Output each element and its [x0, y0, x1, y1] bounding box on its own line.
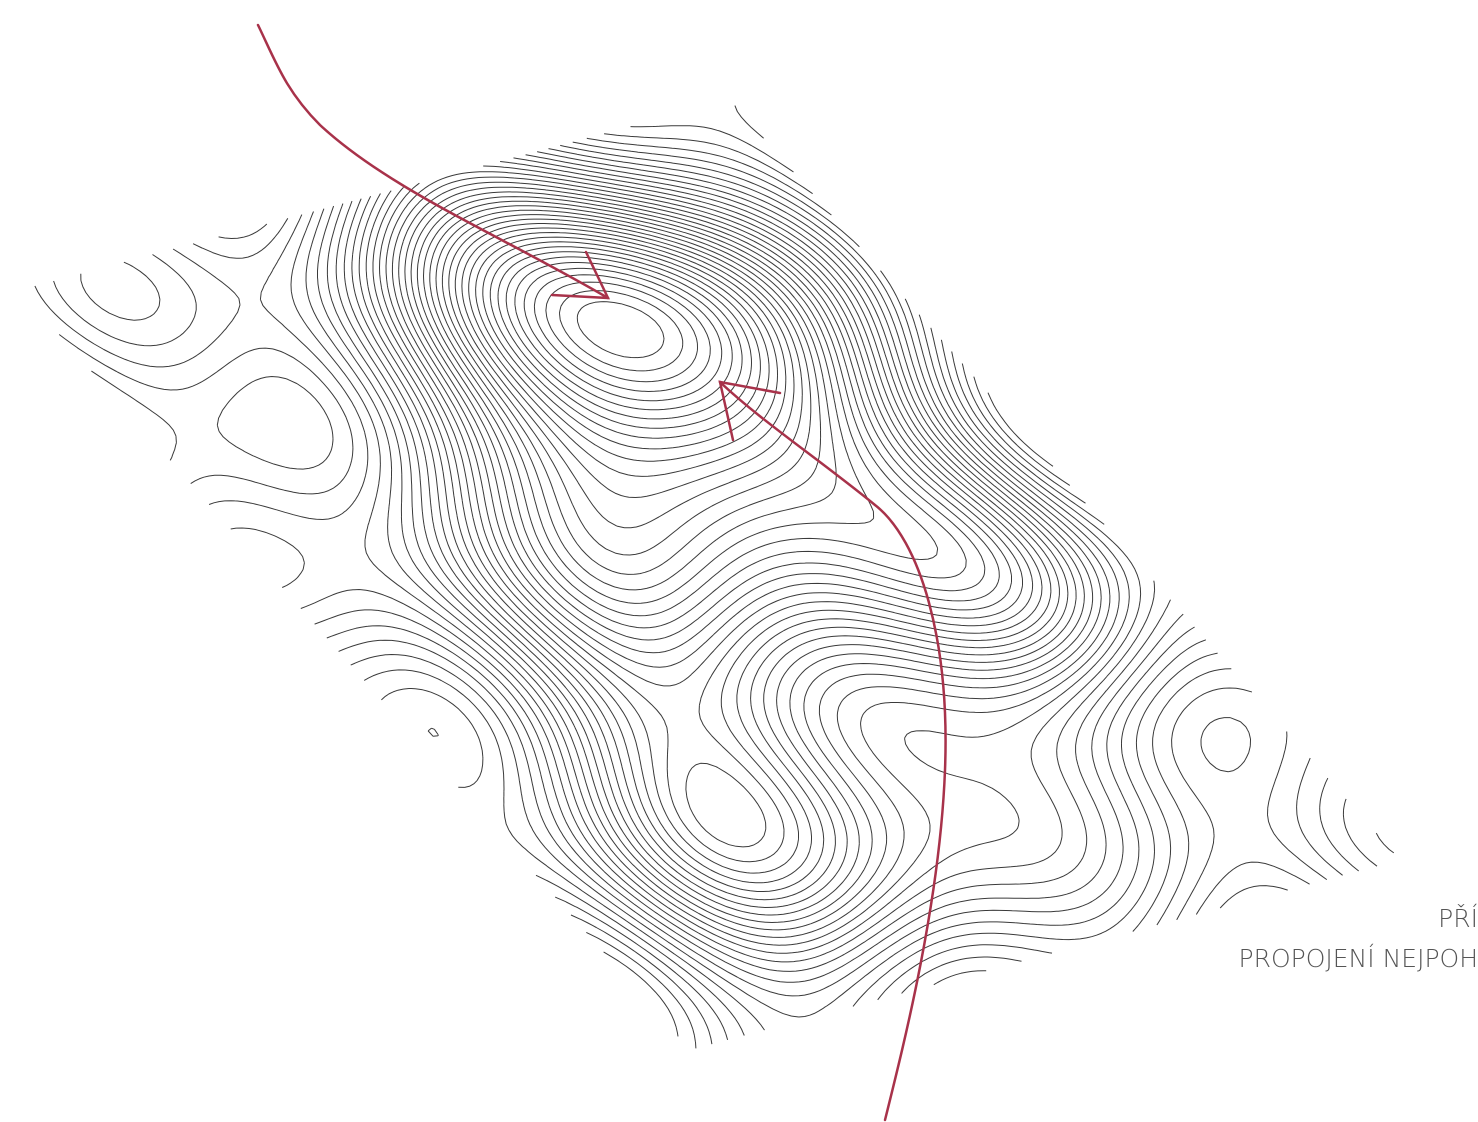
contour — [448, 218, 812, 556]
route-top — [256, 23, 610, 300]
contour — [570, 687, 1328, 1045]
contour — [416, 196, 967, 629]
contour — [351, 151, 1077, 908]
arrowhead-bottom — [718, 380, 782, 442]
contour — [34, 105, 1142, 963]
contour — [441, 214, 822, 575]
contour — [365, 157, 1060, 892]
caption-line: PŘÍ — [1438, 904, 1478, 933]
contour — [427, 668, 1343, 1041]
contour — [326, 141, 1102, 931]
contour-lines — [34, 105, 1395, 1049]
contour — [603, 885, 1288, 1037]
route-arrows — [256, 23, 947, 1122]
contour — [335, 144, 1094, 923]
contour — [576, 301, 665, 359]
contour — [505, 256, 743, 420]
contour — [58, 218, 1156, 972]
contour — [423, 200, 939, 617]
contour — [468, 232, 787, 477]
contour — [363, 639, 1378, 1031]
contour — [461, 227, 795, 498]
contour — [338, 376, 1184, 997]
contour — [454, 223, 803, 529]
contour — [317, 137, 1111, 938]
contour — [489, 246, 761, 439]
contour — [586, 717, 1310, 1049]
contour — [482, 241, 770, 450]
contour — [398, 181, 1012, 668]
contour — [533, 274, 711, 392]
arrowhead-top — [550, 250, 611, 300]
contour — [523, 267, 723, 402]
caption-line: PROPOJENÍ NEJPOH — [1239, 944, 1478, 973]
contour — [435, 209, 837, 591]
contour — [385, 171, 1034, 863]
route-bottom — [718, 380, 947, 1122]
contour — [410, 191, 986, 641]
contour — [381, 652, 1360, 1036]
contour — [497, 251, 752, 429]
contour — [358, 154, 1069, 901]
contour — [391, 176, 1023, 848]
contour — [350, 392, 1395, 1018]
contour — [404, 186, 1000, 654]
contour — [91, 223, 1171, 983]
contour — [53, 125, 1130, 954]
contour — [429, 205, 875, 604]
contour — [343, 148, 1085, 916]
contour — [545, 281, 698, 383]
contour — [80, 133, 1120, 946]
contour — [372, 161, 1052, 884]
contour — [475, 236, 778, 462]
